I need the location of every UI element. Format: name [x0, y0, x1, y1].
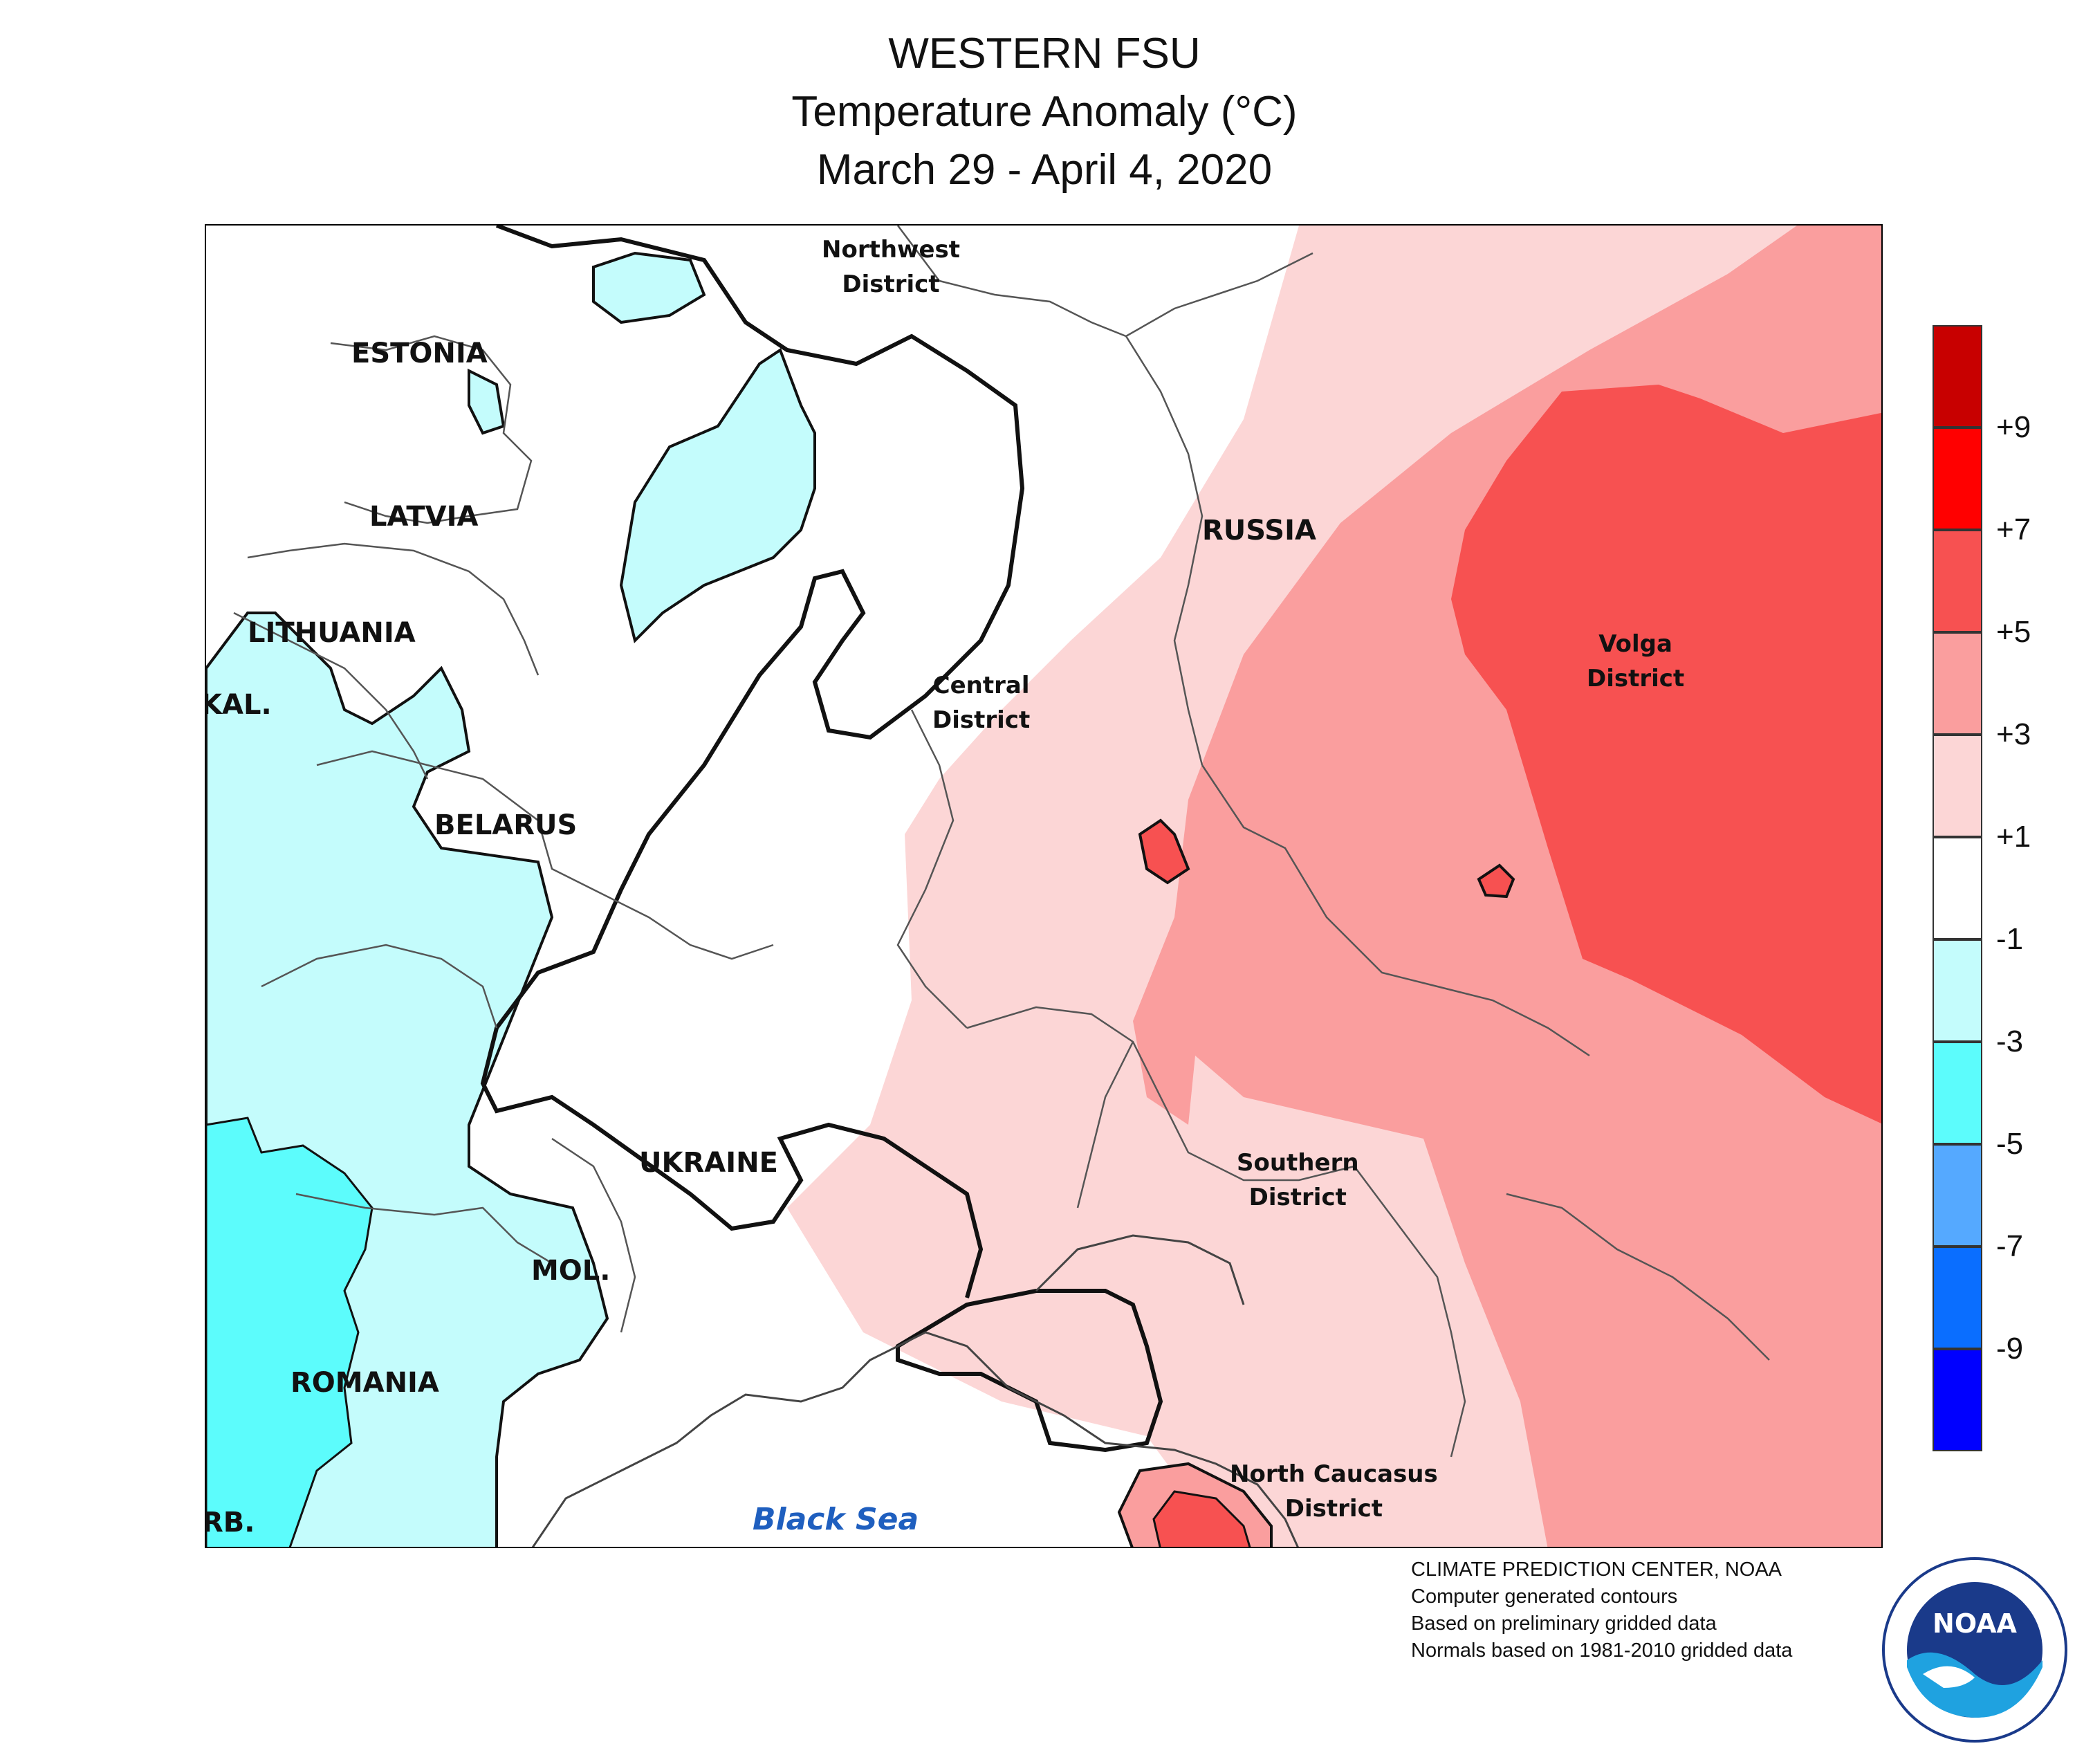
- legend-swatch: [1933, 428, 1982, 530]
- credit-line-4: Normals based on 1981-2010 gridded data: [1411, 1639, 1793, 1662]
- label-belarus: BELARUS: [434, 809, 578, 841]
- label-black-sea: Black Sea: [753, 1502, 919, 1537]
- legend-tick-label: +3: [1996, 717, 2031, 751]
- legend-tick-label: +1: [1996, 820, 2031, 854]
- label-volga-text: Volga District: [1587, 630, 1685, 692]
- legend-tick-label: -9: [1996, 1332, 2024, 1366]
- legend-swatch: [1933, 632, 1982, 735]
- label-northwest-text: Northwest District: [822, 236, 960, 298]
- noaa-logo: NOAA: [1882, 1557, 2067, 1743]
- country-borders: [233, 226, 1770, 1458]
- label-russia: RUSSIA: [1202, 515, 1316, 546]
- title-line-1: WESTERN FSU: [888, 30, 1201, 77]
- legend-tick-label: -1: [1996, 922, 2024, 956]
- legend-swatch: [1933, 325, 1982, 428]
- label-romania: ROMANIA: [290, 1367, 439, 1399]
- label-estonia: ESTONIA: [351, 338, 488, 369]
- anomaly-band-minus3-minus5: [206, 1117, 374, 1547]
- credit-line-1: CLIMATE PREDICTION CENTER, NOAA: [1411, 1559, 1782, 1581]
- legend-swatch: [1933, 530, 1982, 632]
- legend-swatch: [1933, 1144, 1982, 1247]
- legend-swatch: [1933, 939, 1982, 1042]
- legend-swatch: [1933, 735, 1982, 837]
- label-serbia: RB.: [205, 1507, 255, 1538]
- azov-sea-coastline: [1035, 1234, 1245, 1305]
- credit-line-2: Computer generated contours: [1411, 1586, 1678, 1608]
- label-central-district: Central District: [932, 668, 1030, 737]
- legend-tick-label: -3: [1996, 1025, 2024, 1058]
- label-moldova: MOL.: [531, 1255, 611, 1287]
- label-southern-district: Southern District: [1237, 1146, 1359, 1215]
- legend-tick-label: +7: [1996, 513, 2031, 546]
- credits-block: CLIMATE PREDICTION CENTER, NOAA Computer…: [1411, 1556, 1792, 1664]
- legend-swatch: [1933, 837, 1982, 939]
- anomaly-cold-spot-estonia: [468, 368, 506, 435]
- map-title: WESTERN FSU Temperature Anomaly (°C) Mar…: [208, 25, 1881, 199]
- anomaly-band-plus5-plus7: [1451, 385, 1881, 1124]
- legend-tick-label: +5: [1996, 615, 2031, 649]
- contour-line-crimea: [896, 1289, 1163, 1453]
- label-kal: KAL.: [205, 689, 272, 721]
- label-lithuania: LITHUANIA: [248, 617, 416, 649]
- anomaly-map: Northwest District ESTONIA LATVIA LITHUA…: [205, 224, 1883, 1548]
- legend-swatch: [1933, 1247, 1982, 1349]
- credit-line-3: Based on preliminary gridded data: [1411, 1613, 1717, 1635]
- legend-tick-label: -5: [1996, 1127, 2024, 1161]
- color-legend: -9 -7 -5 -3 -1 +1 +3 +5 +7 +9: [1933, 325, 2031, 1451]
- legend-swatch: [1933, 1349, 1982, 1451]
- title-line-3: March 29 - April 4, 2020: [816, 146, 1273, 194]
- label-southern-text: Southern District: [1237, 1149, 1359, 1211]
- label-ukraine: UKRAINE: [639, 1147, 778, 1179]
- black-sea-coastline: [531, 1331, 1299, 1547]
- anomaly-caucasus-core: [1152, 1490, 1251, 1547]
- anomaly-cold-spot-baltic: [619, 347, 816, 643]
- label-central-text: Central District: [932, 672, 1031, 734]
- anomaly-map-canvas: [206, 226, 1881, 1547]
- label-volga-district: Volga District: [1587, 627, 1684, 696]
- anomaly-spot-ne-caucasus: [1138, 818, 1190, 885]
- legend-tick-label: -7: [1996, 1229, 2024, 1263]
- label-north-caucasus-district: North Caucasus District: [1230, 1457, 1438, 1526]
- svg-text:NOAA: NOAA: [1933, 1608, 2017, 1639]
- legend-tick-label: +9: [1996, 410, 2031, 444]
- legend-swatch: [1933, 1042, 1982, 1144]
- label-latvia: LATVIA: [369, 501, 479, 533]
- anomaly-spot-volga-small: [1477, 863, 1515, 899]
- contour-line-central: [480, 226, 1025, 1298]
- title-line-2: Temperature Anomaly (°C): [791, 88, 1298, 136]
- label-north-caucasus-text: North Caucasus District: [1230, 1460, 1438, 1523]
- label-northwest-district: Northwest District: [822, 232, 960, 302]
- anomaly-cold-spot-gulf: [592, 251, 706, 324]
